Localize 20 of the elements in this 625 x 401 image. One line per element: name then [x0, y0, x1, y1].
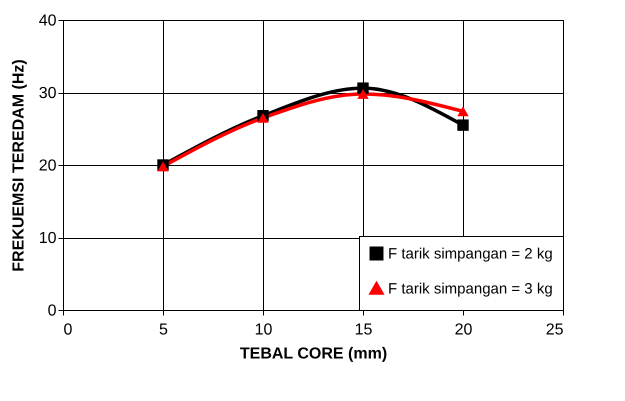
x-tick-label: 10 — [254, 322, 272, 338]
y-tick-label: 30 — [38, 85, 57, 102]
y-tick-label: 10 — [38, 230, 57, 247]
x-tick-label: 20 — [454, 322, 472, 338]
x-tick-label: 25 — [546, 322, 564, 338]
x-axis-title: TEBAL CORE (mm) — [240, 346, 388, 362]
point — [457, 119, 469, 131]
point — [457, 106, 469, 116]
x-tick-label: 5 — [159, 322, 168, 338]
point — [257, 112, 269, 123]
point — [157, 162, 169, 172]
y-tick-label: 0 — [48, 302, 57, 320]
legend-label: F tarik simpangan = 2 kg — [388, 246, 553, 262]
y-tick-label: 40 — [38, 12, 57, 30]
legend-label: F tarik simpangan = 3 kg — [388, 280, 553, 298]
x-tick-label: 15 — [354, 322, 372, 338]
point — [357, 89, 369, 99]
y-axis-title: FREKUEMSI TEREDAM (Hz) — [10, 59, 28, 272]
x-tick-label: 0 — [64, 322, 72, 338]
y-tick-label: 20 — [38, 158, 57, 174]
